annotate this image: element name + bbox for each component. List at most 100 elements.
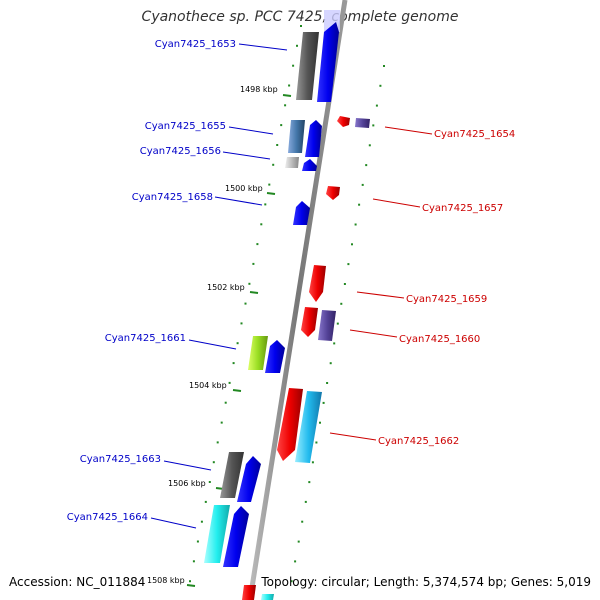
scale-dot	[290, 580, 293, 583]
scale-dot	[272, 163, 275, 166]
gene-cyan7425-1654[interactable]: Cyan7425_1654	[337, 116, 515, 140]
scale-dot	[212, 461, 215, 464]
gene-cyan7425-1663[interactable]: Cyan7425_1663	[80, 452, 261, 502]
scale-dot	[260, 223, 263, 226]
gene-1653-leader	[238, 43, 288, 51]
scale-dot	[276, 144, 279, 146]
gene-1656-homolog-bar	[285, 157, 299, 168]
gene-cyan7425-1657[interactable]: Cyan7425_1657	[326, 186, 503, 214]
gene-1660-homolog-bar	[318, 310, 336, 341]
gene-1655-label: Cyan7425_1655	[145, 121, 226, 132]
scale-dot	[189, 580, 191, 583]
gene-1661-leader	[188, 339, 237, 350]
scale-track-right	[290, 65, 385, 583]
scale-dot	[361, 183, 364, 186]
scale-tick	[186, 584, 196, 587]
gene-1655-homolog-bar	[288, 120, 305, 153]
scale-label-1506: 1506 kbp	[168, 479, 206, 488]
scale-dot	[280, 124, 283, 127]
scale-dot	[248, 282, 251, 285]
scale-tick	[249, 291, 259, 294]
scale-tick	[282, 94, 292, 97]
gene-1662-leader	[329, 432, 377, 441]
gene-1660-label: Cyan7425_1660	[399, 334, 480, 345]
scale-dot	[329, 362, 332, 365]
scale-dot	[200, 520, 203, 523]
gene-1663-leader	[163, 460, 212, 471]
gene-1660-arrow	[301, 307, 318, 337]
gene-1659-arrow	[309, 265, 326, 302]
scale-dot	[252, 262, 255, 265]
gene-1664-arrow	[223, 506, 249, 567]
scale-label-1500: 1500 kbp	[225, 184, 263, 193]
scale-dot	[311, 461, 314, 464]
scale-dot	[354, 223, 357, 226]
scale-dot	[296, 44, 298, 47]
gene-cyan7425-1656[interactable]: Cyan7425_1656	[140, 146, 317, 171]
scale-dot	[236, 342, 239, 345]
gene-cyan7425-1662[interactable]: Cyan7425_1662	[277, 388, 459, 463]
gene-cyan7425-1660[interactable]: Cyan7425_1660	[301, 307, 480, 345]
gene-1657-label: Cyan7425_1657	[422, 203, 503, 214]
gene-1653-homolog-bar	[296, 32, 319, 100]
scale-dot	[224, 401, 227, 404]
genome-title: Cyanothece sp. PCC 7425, complete genome	[141, 9, 459, 25]
gene-1661-arrow	[265, 340, 285, 373]
scale-dot	[300, 25, 302, 27]
scale-dot	[284, 104, 287, 107]
scale-dot	[256, 243, 259, 246]
scale-label-1504: 1504 kbp	[189, 381, 227, 390]
gene-cyan7425-1653[interactable]: Cyan7425_1653	[155, 22, 339, 102]
scale-label-1498: 1498 kbp	[240, 85, 278, 94]
scale-dot	[372, 124, 375, 127]
scale-dot	[192, 560, 195, 563]
scale-dot	[228, 381, 231, 384]
gene-1664-label: Cyan7425_1664	[67, 512, 148, 523]
gene-1659-leader	[356, 291, 405, 299]
gene-1660-leader	[349, 329, 398, 338]
gene-cyan7425-1661[interactable]: Cyan7425_1661	[105, 333, 285, 373]
scale-dot	[340, 302, 343, 305]
gene-1653-arrow	[317, 22, 339, 102]
gene-1656-leader	[222, 151, 271, 160]
scale-dot	[196, 540, 199, 543]
scale-dot	[336, 322, 339, 325]
scale-label-1502: 1502 kbp	[207, 283, 245, 292]
scale-dot	[383, 65, 385, 67]
gene-1654-homolog-bar	[355, 118, 370, 128]
scale-dot	[326, 382, 329, 384]
accession-text: Accession: NC_011884	[9, 575, 146, 589]
gene-cyan7425-1664[interactable]: Cyan7425_1664	[67, 505, 249, 567]
scale-dot	[315, 441, 318, 444]
gene-cyan7425-1658[interactable]: Cyan7425_1658	[132, 192, 310, 225]
gene-1662-label: Cyan7425_1662	[378, 436, 459, 447]
scale-dot	[204, 500, 207, 503]
gene-1658-label: Cyan7425_1658	[132, 192, 213, 203]
gene-cyan7425-1659[interactable]: Cyan7425_1659	[309, 265, 487, 305]
scale-dot	[343, 283, 346, 285]
scale-dot	[319, 421, 321, 424]
gene-1656-label: Cyan7425_1656	[140, 146, 221, 157]
scale-dot	[365, 164, 368, 167]
gene-1657-arrow	[326, 186, 340, 200]
scale-dot	[294, 560, 297, 563]
gene-1663-arrow	[237, 456, 261, 502]
scale-track-left	[189, 25, 302, 583]
gene-1662-homolog-bar	[295, 391, 322, 463]
scale-dot	[292, 64, 295, 67]
scale-dot	[308, 481, 311, 484]
scale-dot	[232, 362, 235, 365]
scale-dot	[368, 144, 371, 147]
gene-1654-label: Cyan7425_1654	[434, 129, 515, 140]
gene-1656-arrow	[302, 159, 317, 171]
scale-dot	[240, 322, 243, 325]
gene-1662-arrow	[277, 388, 303, 461]
gene-1663-homolog-bar	[220, 452, 244, 498]
gene-1653-label: Cyan7425_1653	[155, 39, 236, 50]
gene-1663-label: Cyan7425_1663	[80, 454, 161, 465]
gene-1654-arrow	[337, 116, 350, 127]
gene-1655-arrow	[305, 120, 322, 157]
gene-cyan7425-1655[interactable]: Cyan7425_1655	[145, 120, 322, 157]
